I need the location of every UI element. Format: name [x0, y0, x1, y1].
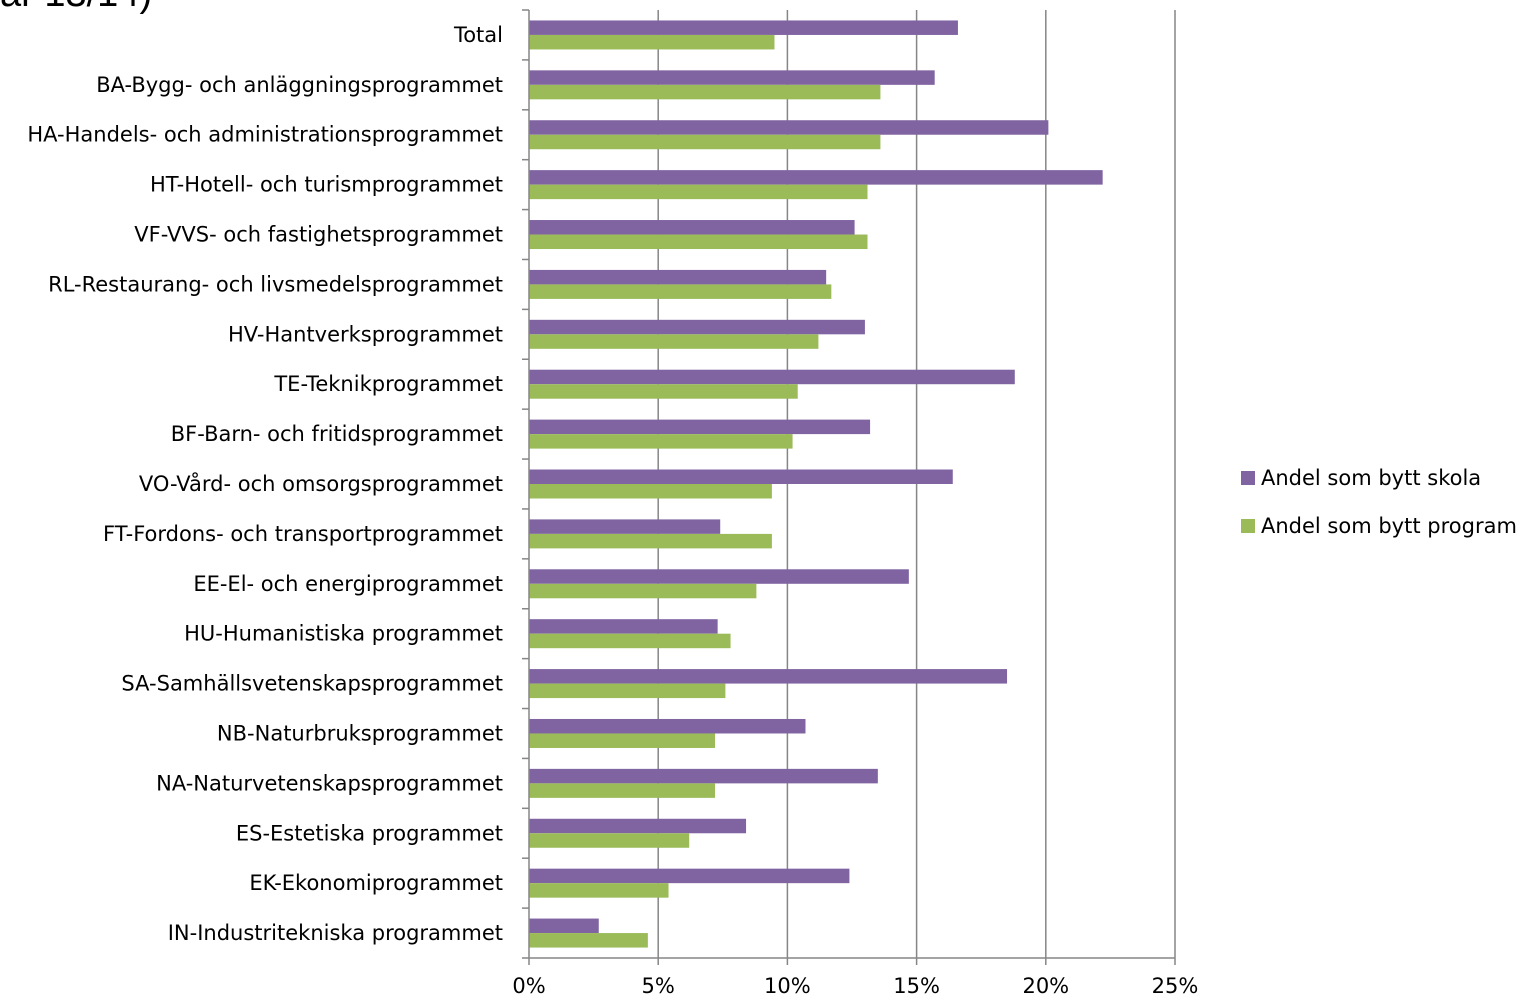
bar-skola — [529, 170, 1103, 185]
bar-program — [529, 384, 798, 399]
bar-skola — [529, 369, 1015, 385]
category-label: RL-Restaurang- och livsmedelsprogrammet — [48, 272, 503, 296]
bar-skola — [529, 669, 1008, 684]
bar-skola — [529, 319, 865, 335]
x-tick-labels: 0% 5% 10% 15% 20% 25% — [512, 974, 1198, 998]
bars — [529, 20, 1103, 948]
category-label: HV-Hantverksprogrammet — [228, 322, 503, 346]
bar-program — [529, 633, 731, 649]
legend-swatch — [1241, 471, 1255, 485]
category-label: ES-Estetiska programmet — [236, 821, 503, 845]
category-label: IN-Industritekniska programmet — [168, 921, 503, 945]
x-tick-label: 5% — [642, 974, 675, 998]
bar-skola — [529, 718, 806, 734]
category-label: Total — [453, 23, 503, 47]
x-tick-label: 10% — [764, 974, 811, 998]
bar-program — [529, 34, 775, 50]
axes — [522, 9, 1176, 965]
bar-skola — [529, 569, 909, 584]
bar-program — [529, 334, 819, 349]
category-label: VO-Vård- och omsorgsprogrammet — [139, 471, 503, 496]
category-label: NA-Naturvetenskapsprogrammet — [156, 771, 503, 795]
bar-skola — [529, 469, 953, 484]
bar-skola — [529, 868, 850, 884]
category-labels: Total BA-Bygg- och anläggningsprogrammet H… — [27, 23, 503, 945]
bar-program — [529, 434, 793, 449]
bar-skola — [529, 70, 935, 85]
x-tick-label: 0% — [512, 974, 545, 998]
bar-program — [529, 234, 868, 250]
legend-label: Andel som bytt program — [1261, 514, 1517, 538]
bar-program — [529, 134, 881, 150]
bar-program — [529, 883, 669, 898]
bar-skola — [529, 818, 747, 834]
x-tick-label: 15% — [893, 974, 940, 998]
bar-program — [529, 84, 881, 100]
category-label: BF-Barn- och fritidsprogrammet — [171, 422, 503, 446]
bar-skola — [529, 269, 827, 285]
chart-title-fragment: ar 13/14) — [0, 0, 152, 16]
category-label: SA-Samhällsvetenskapsprogrammet — [121, 672, 503, 696]
bar-program — [529, 783, 716, 798]
bar-skola — [529, 768, 878, 784]
bar-program — [529, 583, 757, 599]
bar-program — [529, 284, 832, 299]
bar-program — [529, 184, 868, 200]
category-label: HA-Handels- och administrationsprogramme… — [27, 123, 503, 147]
category-label: NB-Naturbruksprogrammet — [217, 721, 503, 745]
bar-program — [529, 484, 772, 499]
bar-program — [529, 933, 648, 948]
bar-skola — [529, 419, 871, 435]
legend-label: Andel som bytt skola — [1261, 466, 1481, 490]
bar-skola — [529, 120, 1049, 135]
x-tick-label: 25% — [1152, 974, 1199, 998]
category-label: FT-Fordons- och transportprogrammet — [103, 522, 503, 546]
x-tick-label: 20% — [1022, 974, 1069, 998]
bar-program — [529, 733, 716, 748]
category-label: BA-Bygg- och anläggningsprogrammet — [96, 73, 503, 97]
bar-skola — [529, 519, 721, 534]
bar-program — [529, 533, 772, 549]
category-label: EE-El- och energiprogrammet — [193, 572, 503, 596]
bar-skola — [529, 619, 718, 634]
category-label: TE-Teknikprogrammet — [273, 372, 503, 396]
category-label: HT-Hotell- och turismprogrammet — [150, 173, 503, 197]
bar-skola — [529, 20, 958, 35]
legend-swatch — [1241, 519, 1255, 533]
bar-program — [529, 683, 726, 699]
category-label: VF-VVS- och fastighetsprogrammet — [134, 223, 503, 247]
legend: Andel som bytt skola Andel som bytt progr… — [1241, 466, 1517, 538]
category-label: HU-Humanistiska programmet — [184, 622, 503, 646]
bar-program — [529, 833, 690, 848]
bar-skola — [529, 918, 599, 934]
category-label: EK-Ekonomiprogrammet — [249, 871, 503, 895]
bar-skola — [529, 220, 855, 235]
